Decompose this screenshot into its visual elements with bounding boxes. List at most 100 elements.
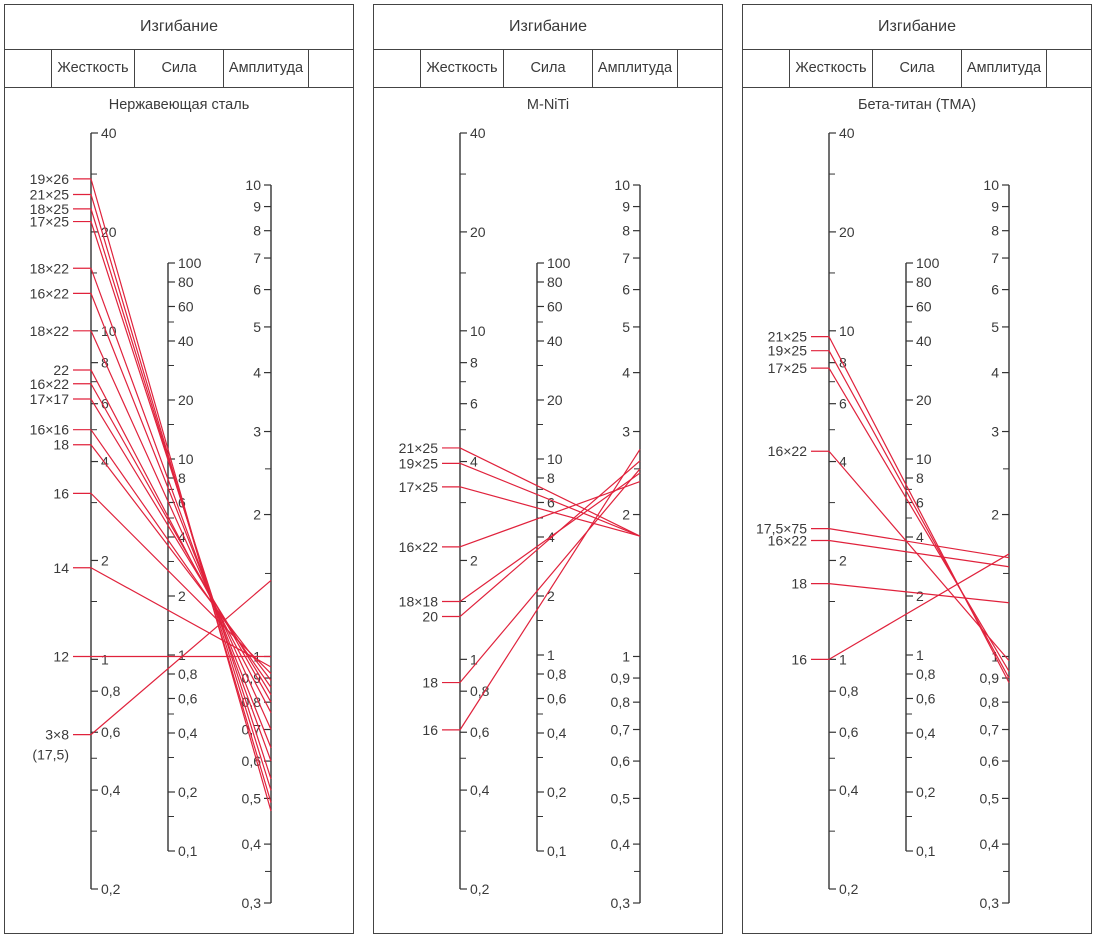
- force-tick-label: 2: [547, 588, 555, 604]
- stiffness-tick-label: 6: [839, 396, 847, 412]
- wire-label: 17,5×75: [756, 521, 807, 537]
- wire-label: 19×25: [768, 343, 808, 359]
- amplitude-tick-label: 0,3: [611, 895, 631, 911]
- force-tick-label: 1: [916, 647, 924, 663]
- stiffness-tick-label: 1: [470, 651, 478, 667]
- amplitude-tick-label: 0,8: [611, 694, 631, 710]
- amplitude-tick-label: 0,9: [611, 670, 631, 686]
- wire-label: 18×22: [30, 260, 70, 276]
- wire-line: [90, 221, 272, 780]
- force-tick-label: 0,8: [547, 666, 567, 682]
- stiffness-tick-label: 10: [470, 323, 486, 339]
- wire-label: 19×26: [30, 171, 70, 187]
- nomogram-chart: 40 20 10 8 6 4 2 1 0,8 0,6 0,4 0,2 100 80 60 40 20 10 8 6 4 2…: [399, 125, 641, 911]
- force-tick-label: 0,8: [916, 666, 936, 682]
- force-tick-label: 80: [178, 274, 194, 290]
- force-tick-label: 1: [547, 647, 555, 663]
- force-tick-label: 20: [916, 392, 932, 408]
- stiffness-tick-label: 4: [839, 454, 847, 470]
- amplitude-tick-label: 0,3: [242, 895, 262, 911]
- wire-line: [459, 480, 641, 548]
- wire-line: [90, 268, 272, 762]
- wire-label: 18×18: [399, 593, 439, 609]
- wire-label: 16: [53, 485, 69, 501]
- force-tick-label: 4: [178, 529, 186, 545]
- amplitude-tick-label: 0,8: [980, 694, 1000, 710]
- column-stiffness: Жесткость: [789, 49, 873, 87]
- column-force: Сила: [161, 60, 197, 76]
- force-tick-label: 60: [916, 298, 932, 314]
- wire-label: 21×25: [768, 329, 808, 345]
- wire-label: 16×16: [30, 422, 70, 438]
- wire-label: 16×22: [768, 443, 808, 459]
- force-tick-label: 10: [916, 451, 932, 467]
- wire-label: 12: [53, 649, 69, 665]
- stiffness-tick-label: 20: [839, 224, 855, 240]
- amplitude-tick-label: 7: [991, 250, 999, 266]
- stiffness-tick-label: 0,8: [101, 683, 121, 699]
- amplitude-tick-label: 2: [622, 507, 630, 523]
- wire-line: [459, 449, 641, 731]
- force-tick-label: 0,4: [178, 725, 198, 741]
- amplitude-tick-label: 0,4: [611, 836, 631, 852]
- wire-line: [459, 462, 641, 537]
- stiffness-tick-label: 40: [839, 125, 855, 141]
- chart-panel-m-niti: Изгибание Жесткость Сила Амплитуда M-NiT…: [373, 4, 723, 934]
- amplitude-tick-label: 3: [622, 424, 630, 440]
- wire-line: [90, 383, 272, 703]
- force-tick-label: 40: [916, 333, 932, 349]
- amplitude-tick-label: 0,6: [611, 753, 631, 769]
- stiffness-tick-label: 1: [839, 651, 847, 667]
- wire-line: [459, 486, 641, 537]
- amplitude-tick-label: 3: [991, 424, 999, 440]
- panel-header: Изгибание: [5, 5, 353, 50]
- force-tick-label: 20: [547, 392, 563, 408]
- force-tick-label: 8: [178, 470, 186, 486]
- wire-line: [90, 492, 272, 674]
- amplitude-tick-label: 5: [991, 319, 999, 335]
- wire-label: 14: [53, 560, 69, 576]
- amplitude-tick-label: 0,6: [242, 753, 262, 769]
- amplitude-tick-label: 10: [245, 177, 261, 193]
- stiffness-tick-label: 4: [470, 454, 478, 470]
- amplitude-tick-label: 8: [991, 223, 999, 239]
- panel-title: Нержавеющая сталь: [108, 97, 250, 113]
- wire-line: [828, 367, 1010, 672]
- wire-line: [90, 579, 272, 736]
- amplitude-tick-label: 7: [622, 250, 630, 266]
- force-tick-label: 10: [547, 451, 563, 467]
- wire-label: 17×25: [399, 479, 439, 495]
- wire-label: 18: [422, 675, 438, 691]
- amplitude-tick-label: 9: [622, 199, 630, 215]
- column-amplitude: Амплитуда: [223, 49, 309, 87]
- force-tick-label: 100: [178, 255, 202, 271]
- stiffness-tick-label: 0,8: [470, 683, 490, 699]
- amplitude-tick-label: 9: [991, 199, 999, 215]
- wire-line: [90, 444, 272, 681]
- amplitude-tick-label: 10: [614, 177, 630, 193]
- amplitude-tick-label: 4: [622, 365, 630, 381]
- force-tick-label: 20: [178, 392, 194, 408]
- column-stiffness: Жесткость: [51, 49, 135, 87]
- stiffness-tick-label: 0,2: [839, 881, 859, 897]
- wire-label: 18: [791, 576, 807, 592]
- wire-label: 17×25: [768, 360, 808, 376]
- wire-label: 18×25: [30, 201, 70, 217]
- stiffness-tick-label: 0,4: [101, 782, 121, 798]
- force-tick-label: 40: [178, 333, 194, 349]
- stiffness-tick-label: 0,8: [839, 683, 859, 699]
- wire-label: 16×22: [30, 285, 70, 301]
- panel-title: Бета-титан (ТМА): [857, 97, 977, 113]
- force-tick-label: 100: [916, 255, 940, 271]
- amplitude-tick-label: 8: [253, 223, 261, 239]
- amplitude-tick-label: 0,9: [980, 670, 1000, 686]
- amplitude-tick-label: 2: [991, 507, 999, 523]
- stiffness-tick-label: 0,6: [101, 724, 121, 740]
- panel-column-header-row: Жесткость Сила Амплитуда: [5, 49, 353, 88]
- panel-column-header-row: Жесткость Сила Амплитуда: [743, 49, 1091, 88]
- stiffness-tick-label: 0,6: [839, 724, 859, 740]
- force-tick-label: 8: [547, 470, 555, 486]
- stiffness-tick-label: 8: [470, 355, 478, 371]
- wire-line: [90, 429, 272, 688]
- force-tick-label: 0,2: [916, 784, 936, 800]
